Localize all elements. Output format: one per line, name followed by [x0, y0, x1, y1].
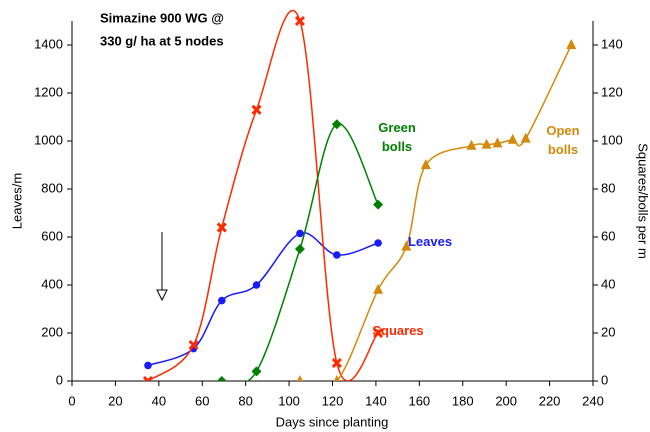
marker: [331, 357, 342, 369]
x-tick-label: 120: [322, 393, 344, 408]
x-tick-label: 180: [452, 393, 474, 408]
y-tick-label: 400: [41, 276, 63, 291]
marker: [294, 244, 305, 254]
y2-tick-label: 80: [601, 180, 615, 195]
y-tick-label: 600: [41, 228, 63, 243]
x-tick-label: 60: [195, 393, 209, 408]
marker: [373, 327, 384, 339]
marker: [507, 133, 518, 144]
marker: [217, 296, 226, 305]
title-line: Simazine 900 WG @: [100, 10, 224, 25]
series-label: Squares: [372, 323, 424, 338]
x-tick-label: 160: [408, 393, 430, 408]
y2-axis-label: Squares/bolls per m: [636, 143, 650, 259]
marker: [142, 375, 154, 381]
marker: [333, 375, 340, 381]
title-line: 330 g/ ha at 5 nodes: [100, 33, 224, 48]
series-line: [147, 10, 379, 381]
x-tick-label: 140: [365, 393, 387, 408]
y2-tick-label: 100: [601, 132, 623, 147]
y2-tick-label: 120: [601, 84, 623, 99]
x-tick-label: 100: [278, 393, 300, 408]
y-tick-label: 800: [41, 180, 63, 195]
x-tick-label: 200: [495, 393, 517, 408]
marker: [296, 375, 303, 381]
x-tick-label: 0: [68, 393, 75, 408]
marker: [331, 119, 342, 130]
marker: [466, 139, 477, 150]
y2-tick-label: 60: [601, 228, 615, 243]
series-line: [221, 123, 379, 381]
y-tick-label: 1200: [34, 84, 63, 99]
x-tick-label: 40: [152, 393, 166, 408]
series-line: [299, 44, 572, 381]
arrow-head: [156, 289, 168, 302]
series-label: Open bolls: [546, 123, 580, 157]
x-tick-label: 20: [108, 393, 122, 408]
marker: [251, 366, 262, 377]
y-tick-label: 200: [41, 324, 63, 339]
x-axis-label: Days since planting: [276, 414, 389, 429]
marker: [333, 251, 341, 259]
x-tick-label: 220: [539, 393, 561, 408]
marker: [373, 283, 384, 294]
series-line: [147, 232, 379, 367]
y-tick-label: 1000: [34, 132, 63, 147]
marker: [216, 222, 227, 233]
y2-tick-label: 20: [601, 324, 615, 339]
marker: [520, 132, 531, 143]
marker: [401, 240, 412, 251]
y2-tick-label: 140: [601, 36, 623, 51]
y-axis-label: Leaves/m: [9, 173, 24, 229]
marker: [566, 39, 577, 49]
y2-tick-label: 0: [601, 372, 608, 387]
y-tick-label: 1400: [34, 36, 63, 51]
marker: [296, 229, 304, 238]
marker: [374, 239, 382, 247]
y-tick-label: 0: [56, 372, 63, 387]
x-tick-label: 80: [238, 393, 252, 408]
marker: [481, 138, 492, 149]
marker: [216, 376, 227, 381]
series-label: Leaves: [407, 234, 453, 249]
plot-area: [142, 10, 577, 381]
marker: [294, 15, 305, 27]
marker: [373, 199, 384, 210]
marker: [420, 159, 431, 169]
y2-tick-label: 40: [601, 276, 615, 291]
marker: [252, 281, 261, 289]
marker: [188, 339, 199, 351]
x-tick-label: 240: [582, 393, 604, 408]
marker: [251, 104, 262, 115]
marker: [144, 361, 152, 370]
series-label: Green bolls: [378, 120, 416, 154]
marker: [492, 137, 503, 148]
